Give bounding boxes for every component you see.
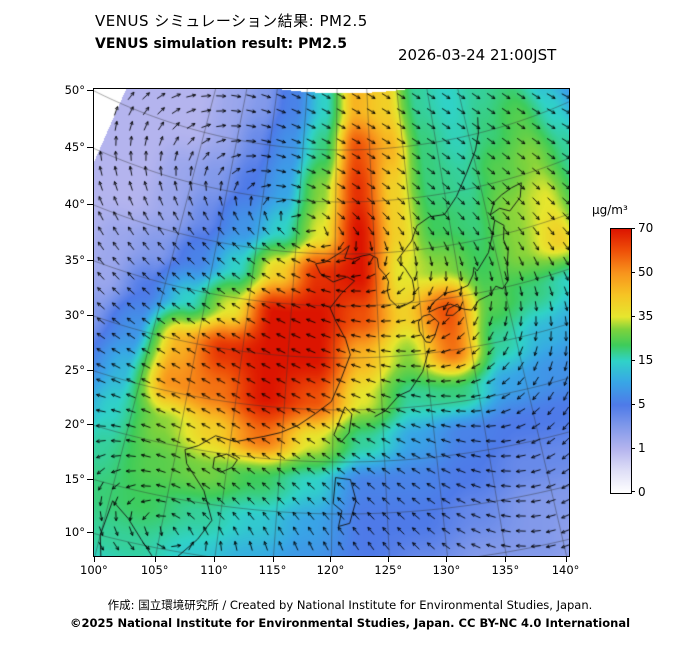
axis-tick-mark (565, 556, 567, 562)
pm25-map-canvas (94, 89, 569, 556)
lat-tick-label: 35° (64, 252, 85, 267)
colorbar-tick-label: 0 (638, 485, 646, 499)
map-plot-area (93, 88, 570, 557)
axis-tick-mark (93, 556, 95, 562)
lon-tick-label: 140° (551, 563, 580, 577)
lat-tick-label: 10° (64, 525, 85, 540)
lon-tick-label: 120° (316, 563, 345, 577)
timestamp: 2026-03-24 21:00JST (398, 46, 557, 64)
lat-tick-label: 25° (64, 362, 85, 377)
colorbar-tick-mark (631, 448, 635, 449)
lat-tick-label: 40° (64, 197, 85, 212)
axis-tick-mark (87, 259, 93, 261)
lon-tick-label: 105° (140, 563, 169, 577)
colorbar-tick-mark (631, 228, 635, 229)
lat-tick-label: 30° (64, 308, 85, 323)
pm25-colorbar (610, 228, 632, 494)
axis-tick-mark (87, 478, 93, 480)
page-title-english: VENUS simulation result: PM2.5 (95, 36, 347, 52)
lat-tick-label: 15° (64, 471, 85, 486)
colorbar-tick-label: 5 (638, 397, 646, 411)
attribution-line: 作成: 国立環境研究所 / Created by National Instit… (107, 598, 593, 612)
lat-tick-label: 50° (64, 82, 85, 97)
lon-tick-label: 125° (374, 563, 403, 577)
axis-tick-mark (154, 556, 156, 562)
axis-tick-mark (87, 369, 93, 371)
copyright-line: ©2025 National Institute for Environment… (69, 616, 631, 630)
axis-tick-mark (446, 556, 448, 562)
lon-tick-label: 110° (200, 563, 228, 577)
axis-tick-mark (87, 315, 93, 317)
axis-tick-mark (272, 556, 274, 562)
axis-tick-mark (505, 556, 507, 562)
axis-tick-mark (388, 556, 390, 562)
lon-tick-label: 115° (258, 563, 287, 577)
colorbar-tick-label: 35 (638, 309, 654, 323)
colorbar-tick-mark (631, 491, 635, 492)
colorbar-tick-label: 15 (638, 353, 654, 367)
axis-tick-mark (87, 147, 93, 149)
colorbar-tick-mark (631, 404, 635, 405)
axis-tick-mark (214, 556, 216, 562)
axis-tick-mark (87, 424, 93, 426)
colorbar-tick-label: 50 (638, 265, 654, 279)
axis-tick-mark (87, 89, 93, 91)
page-title-japanese: VENUS シミュレーション結果: PM2.5 (95, 12, 368, 30)
colorbar-tick-label: 1 (638, 441, 646, 455)
colorbar-tick-label: 70 (638, 221, 654, 235)
axis-tick-mark (330, 556, 332, 562)
axis-tick-mark (87, 532, 93, 534)
lat-tick-label: 45° (64, 140, 85, 155)
colorbar-tick-mark (631, 360, 635, 361)
colorbar-tick-mark (631, 316, 635, 317)
lon-tick-label: 100° (80, 563, 108, 577)
colorbar-unit-label: μg/m³ (592, 203, 628, 217)
axis-tick-mark (87, 204, 93, 206)
colorbar-tick-mark (631, 272, 635, 273)
lon-tick-label: 135° (491, 563, 520, 577)
lon-tick-label: 130° (432, 563, 461, 577)
lat-tick-label: 20° (64, 417, 85, 432)
